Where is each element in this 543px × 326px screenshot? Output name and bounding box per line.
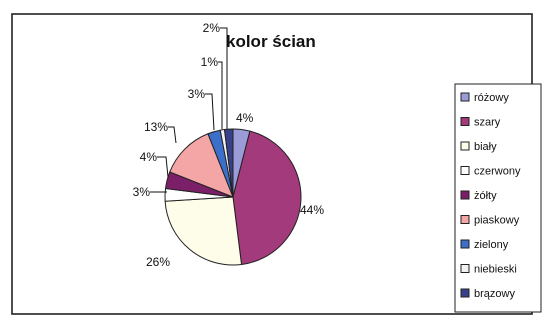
pie-slice-6 <box>169 133 234 198</box>
pie-slice-2 <box>232 130 302 266</box>
leader-line-5 <box>157 156 169 178</box>
legend-label-4: czerwony <box>474 166 521 178</box>
data-label-7: 3% <box>188 87 206 101</box>
legend-swatch-1 <box>460 92 470 102</box>
legend-swatch-8 <box>460 264 470 273</box>
pie-slices <box>164 128 302 266</box>
data-label-2: 44% <box>300 203 324 217</box>
legend-swatch-4 <box>460 166 470 175</box>
legend-label-1: różowy <box>474 92 509 104</box>
pie-slice-3 <box>164 196 243 266</box>
data-label-3: 26% <box>146 255 170 269</box>
legend: różowy szary biały czerwony żółty piaskowy zie… <box>460 92 521 300</box>
legend-swatch-9 <box>460 288 470 298</box>
legend-label-2: szary <box>474 117 501 129</box>
data-label-8: 1% <box>201 55 219 69</box>
data-label-9: 2% <box>203 21 221 35</box>
data-label-1: 4% <box>236 111 254 125</box>
legend-swatch-6 <box>460 215 470 224</box>
legend-swatch-3 <box>460 141 470 151</box>
leader-line-9 <box>220 27 228 129</box>
legend-swatch-7 <box>460 239 470 249</box>
data-label-5: 4% <box>140 150 158 164</box>
legend-label-8: niebieski <box>474 264 517 276</box>
legend-label-5: żółty <box>474 190 497 202</box>
leader-line-7 <box>205 93 215 131</box>
data-label-4: 3% <box>133 185 151 199</box>
pie-slice-9 <box>223 128 234 198</box>
legend-label-6: piaskowy <box>474 215 520 227</box>
legend-swatch-2 <box>460 117 470 126</box>
legend-label-3: biały <box>474 141 497 153</box>
chart-title: kolor ścian <box>226 32 316 51</box>
legend-label-9: brązowy <box>474 288 515 300</box>
leader-line-6 <box>168 126 177 144</box>
legend-swatch-5 <box>460 190 470 200</box>
legend-label-7: zielony <box>474 239 509 251</box>
data-label-6: 13% <box>144 120 168 134</box>
pie-labels: 4% 44% 26% 3% 4% 13% 3% 1% 2% <box>133 21 325 269</box>
leader-line-8 <box>218 61 223 129</box>
